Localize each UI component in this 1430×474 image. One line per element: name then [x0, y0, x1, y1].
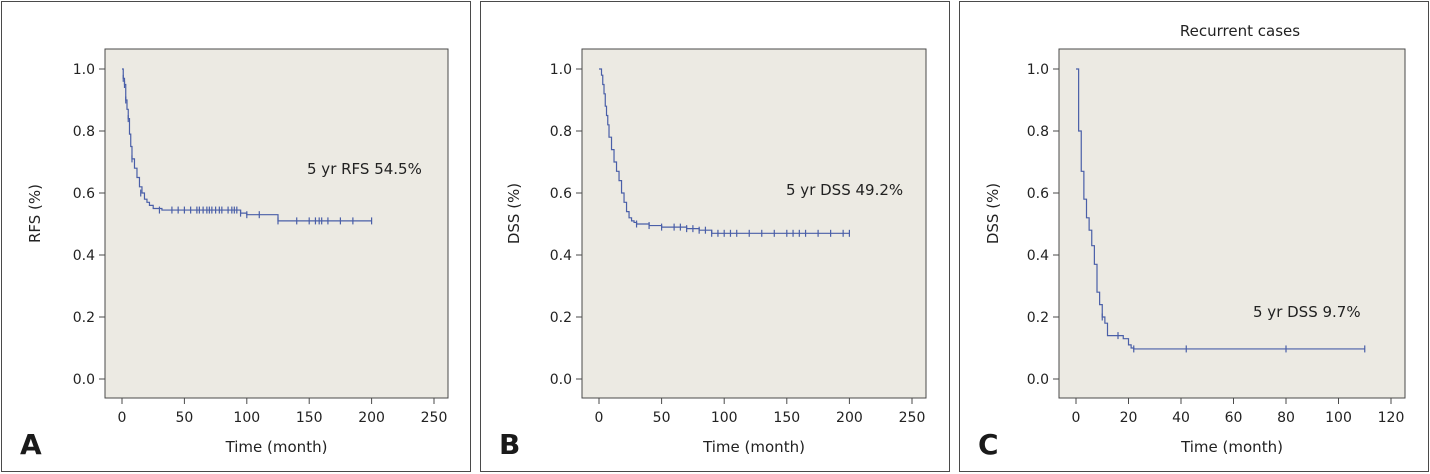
- chart-c-ytick-label: 1.0: [1027, 62, 1049, 78]
- panel-label-a: A: [20, 428, 42, 461]
- chart-a-xtick-label: 200: [358, 410, 385, 426]
- chart-b-annotation: 5 yr DSS 49.2%: [786, 181, 903, 199]
- chart-a-annotation: 5 yr RFS 54.5%: [307, 160, 422, 178]
- chart-a-ytick-label: 0.6: [73, 186, 95, 202]
- chart-b-ytick-label: 0.6: [550, 186, 572, 202]
- chart-c-xtick-label: 20: [1120, 410, 1138, 426]
- chart-b-xtick-label: 250: [899, 410, 926, 426]
- chart-panel-b: 0.0 0.2 0.4 0.6 0.8 1.0 0 50 100 150 200 250 Time (m…: [480, 1, 950, 472]
- chart-c-ytick-label: 0.6: [1027, 186, 1049, 202]
- chart-b-ylabel: DSS (%): [505, 183, 523, 244]
- chart-c-xtick-label: 60: [1225, 410, 1243, 426]
- chart-a-survival-curve: [122, 68, 372, 222]
- chart-a-ylabel: RFS (%): [26, 184, 44, 243]
- chart-c-ytick-label: 0.2: [1027, 310, 1049, 326]
- chart-a-ytick-label: 0.8: [73, 124, 95, 140]
- chart-b-ytick-label: 1.0: [550, 62, 572, 78]
- chart-b-xlabel: Time (month): [702, 438, 805, 456]
- chart-c-ytick-label: 0.0: [1027, 372, 1049, 388]
- chart-a-xtick-label: 50: [175, 410, 193, 426]
- km-plot-recurrent-dss: Recurrent cases 0.0 0.2 0.4 0.6 0.8 1.0 0 20 40 60…: [984, 22, 1406, 456]
- chart-a-xtick-label: 100: [233, 410, 260, 426]
- panel-label-b: B: [499, 428, 521, 461]
- chart-a-xtick-label: 250: [421, 410, 448, 426]
- chart-b-ytick-label: 0.8: [550, 124, 572, 140]
- chart-c-xtick-label: 0: [1072, 410, 1081, 426]
- chart-a-xtick-label: 0: [118, 410, 127, 426]
- chart-c-ytick-label: 0.4: [1027, 248, 1049, 264]
- chart-b-xtick-label: 50: [653, 410, 671, 426]
- chart-c-xtick-label: 120: [1378, 410, 1405, 426]
- chart-a-xtick-label: 150: [296, 410, 323, 426]
- chart-b-plot-area: [581, 48, 927, 399]
- chart-a-ytick-label: 0.4: [73, 248, 95, 264]
- chart-panel-c: Recurrent cases 0.0 0.2 0.4 0.6 0.8 1.0 0 20 40 60…: [959, 1, 1429, 472]
- chart-a-ytick-label: 0.0: [73, 372, 95, 388]
- chart-panel-a: 0.0 0.2 0.4 0.6 0.8 1.0 0 50 100 150 200 250 Time (m…: [1, 1, 471, 472]
- chart-b-xtick-label: 200: [836, 410, 863, 426]
- chart-a-ytick-label: 0.2: [73, 310, 95, 326]
- chart-a-xlabel: Time (month): [225, 438, 328, 456]
- chart-b-ytick-label: 0.4: [550, 248, 572, 264]
- chart-b-ytick-label: 0.0: [550, 372, 572, 388]
- chart-c-xtick-label: 40: [1172, 410, 1190, 426]
- chart-c-title: Recurrent cases: [1180, 22, 1300, 40]
- chart-b-survival-curve: [599, 68, 850, 234]
- chart-c-xtick-label: 100: [1325, 410, 1352, 426]
- chart-c-xtick-label: 80: [1277, 410, 1295, 426]
- chart-c-survival-curve: [1076, 68, 1365, 350]
- chart-b-xtick-label: 150: [773, 410, 800, 426]
- panel-label-c: C: [978, 428, 999, 461]
- chart-b-xtick-label: 0: [595, 410, 604, 426]
- km-plot-dss: 0.0 0.2 0.4 0.6 0.8 1.0 0 50 100 150 200 250 Time (m…: [505, 48, 927, 456]
- chart-a-ytick-label: 1.0: [73, 62, 95, 78]
- chart-a-plot-area: [104, 48, 449, 399]
- km-plot-rfs: 0.0 0.2 0.4 0.6 0.8 1.0 0 50 100 150 200 250 Time (m…: [26, 48, 449, 456]
- chart-c-plot-area: [1058, 48, 1406, 399]
- chart-b-ytick-label: 0.2: [550, 310, 572, 326]
- chart-c-xlabel: Time (month): [1180, 438, 1283, 456]
- chart-b-xtick-label: 100: [711, 410, 738, 426]
- chart-c-ytick-label: 0.8: [1027, 124, 1049, 140]
- chart-c-annotation: 5 yr DSS 9.7%: [1253, 303, 1361, 321]
- chart-c-ylabel: DSS (%): [984, 183, 1002, 244]
